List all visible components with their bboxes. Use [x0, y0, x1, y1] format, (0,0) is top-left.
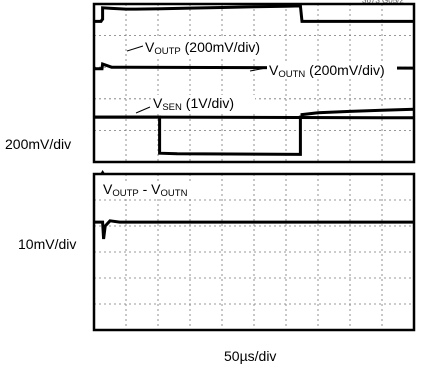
voutn-leader: [249, 67, 267, 72]
trace-callouts: VOUTP (200mV/div) VOUTN (200mV/div) VSEN (…: [101, 39, 397, 199]
upper-panel-frame: [92, 2, 416, 164]
upper-panel-grid: [94, 4, 414, 162]
x-axis-label: 50µs/div: [224, 348, 277, 364]
trace-group: [94, 4, 415, 240]
vdiff-callout-bg: [101, 181, 205, 198]
panel-frames: [92, 2, 416, 332]
voutp-callout: VOUTP (200mV/div): [145, 39, 260, 57]
vdiff-callout: VOUTP - VOUTN: [103, 181, 188, 199]
lower-panel-grid: [94, 174, 414, 330]
upper-trace-2: [94, 61, 415, 71]
figure-id-label: 3673 G05/2: [362, 0, 404, 5]
upper-trace-1: [94, 4, 414, 23]
lower-scale-label: 10mV/div: [18, 236, 77, 252]
voutn-callout: VOUTN (200mV/div): [269, 62, 385, 80]
upper-trace-4: [94, 107, 415, 156]
lower-panel-frame: [92, 172, 416, 332]
vsen-callout: VSEN (1V/div): [153, 95, 234, 113]
voutp-leader: [126, 45, 144, 52]
upper-scale-label: 200mV/div: [5, 136, 72, 152]
vsen-leader: [135, 106, 151, 114]
voutp-callout-bg: [143, 39, 285, 56]
voutn-callout-bg: [267, 62, 397, 79]
trigger-marker: [100, 170, 106, 174]
vsen-callout-bg: [151, 95, 255, 112]
lower-trace-1: [94, 219, 414, 240]
